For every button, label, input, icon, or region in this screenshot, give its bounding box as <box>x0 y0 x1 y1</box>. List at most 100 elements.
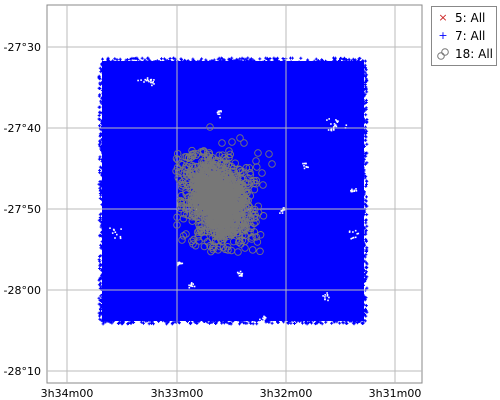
gap-point <box>179 262 181 264</box>
gap-point <box>120 228 122 230</box>
gap-point <box>263 318 265 320</box>
gap-point <box>220 110 222 112</box>
gap-point <box>146 78 149 81</box>
gap-point <box>151 82 154 84</box>
gap-point <box>354 229 357 232</box>
gap-point <box>178 263 180 265</box>
gap-point <box>283 209 286 211</box>
gap-point <box>181 262 184 265</box>
gap-point <box>328 296 330 299</box>
legend-item-series-18[interactable]: 18: All <box>432 46 496 62</box>
gap-point <box>282 209 284 212</box>
gap-point <box>148 80 150 83</box>
gap-point <box>337 120 339 122</box>
gap-point <box>241 275 243 277</box>
gap-point <box>109 227 111 229</box>
gap-point <box>111 232 114 234</box>
gap-point <box>236 271 239 274</box>
legend-label: 5: All <box>455 11 486 25</box>
gap-point <box>177 263 179 266</box>
gap-point <box>350 237 352 240</box>
gap-point <box>238 272 241 275</box>
gap-point <box>218 110 221 112</box>
gap-point <box>178 261 180 264</box>
gap-point <box>237 272 240 275</box>
gap-point <box>112 228 115 231</box>
gap-point <box>307 166 309 169</box>
grid-lines <box>47 5 422 383</box>
gap-point <box>350 190 353 193</box>
plus-marker-icon: + <box>438 29 448 42</box>
legend-label: 18: All <box>455 47 494 61</box>
y-tick-label: -28°00 <box>4 284 41 297</box>
gap-point <box>191 285 194 288</box>
gap-point <box>263 315 265 318</box>
y-tick-label: -28°10 <box>4 365 41 378</box>
gap-point <box>239 274 242 277</box>
gap-point <box>192 283 194 285</box>
gap-point <box>356 233 358 235</box>
gap-point <box>137 79 139 82</box>
gap-point <box>145 79 148 82</box>
legend[interactable]: × 5: All + 7: All 18: All <box>431 6 497 66</box>
gap-point <box>355 188 357 190</box>
gap-point <box>305 165 307 168</box>
gap-point <box>219 116 221 119</box>
gap-point <box>190 282 193 284</box>
gap-point <box>322 295 324 297</box>
gap-point <box>239 270 242 273</box>
gap-point <box>153 79 155 81</box>
gap-point <box>335 125 338 128</box>
gap-point <box>217 110 220 113</box>
x-tick-label: 3h32m00 <box>260 387 313 400</box>
gap-point <box>147 79 149 82</box>
gap-point <box>348 231 351 233</box>
gap-point <box>144 78 146 81</box>
legend-label: 7: All <box>455 29 486 43</box>
gap-point <box>353 190 355 192</box>
gap-point <box>150 78 153 81</box>
x-tick-label: 3h34m00 <box>41 387 94 400</box>
gap-point <box>176 264 179 267</box>
gap-point <box>261 319 263 322</box>
gap-point <box>240 273 242 275</box>
gap-point <box>216 111 219 114</box>
gap-point <box>324 294 326 296</box>
gap-point <box>114 237 116 239</box>
gap-point <box>150 81 152 84</box>
legend-item-series-5[interactable]: × 5: All <box>432 10 496 26</box>
gap-point <box>217 113 219 115</box>
gap-point <box>193 285 196 288</box>
gap-point <box>143 81 145 83</box>
gap-point <box>188 284 190 287</box>
gap-point <box>280 210 283 212</box>
gap-point <box>333 129 335 131</box>
gap-point <box>146 77 149 79</box>
gap-point <box>302 162 304 165</box>
gap-point <box>279 212 281 214</box>
gap-point <box>238 275 241 277</box>
gap-point <box>334 124 337 126</box>
gap-point <box>326 294 329 296</box>
y-tick-label: -27°40 <box>4 122 41 135</box>
gap-point <box>303 162 306 165</box>
gap-point <box>352 236 355 239</box>
gap-point <box>114 231 117 233</box>
y-tick-label: -27°50 <box>4 203 41 216</box>
legend-item-series-7[interactable]: + 7: All <box>432 28 496 44</box>
gap-point <box>352 231 354 233</box>
gap-point <box>262 317 264 320</box>
gap-point <box>119 237 122 240</box>
gap-point <box>263 320 265 322</box>
gap-point <box>241 274 243 276</box>
gap-point <box>140 79 142 81</box>
gap-point <box>189 284 192 287</box>
gap-point <box>281 212 284 214</box>
gap-point <box>188 286 191 289</box>
gap-point <box>332 126 335 128</box>
gap-point <box>180 262 182 265</box>
gap-point <box>326 119 328 121</box>
gap-point <box>354 236 357 239</box>
gap-point <box>303 165 305 167</box>
